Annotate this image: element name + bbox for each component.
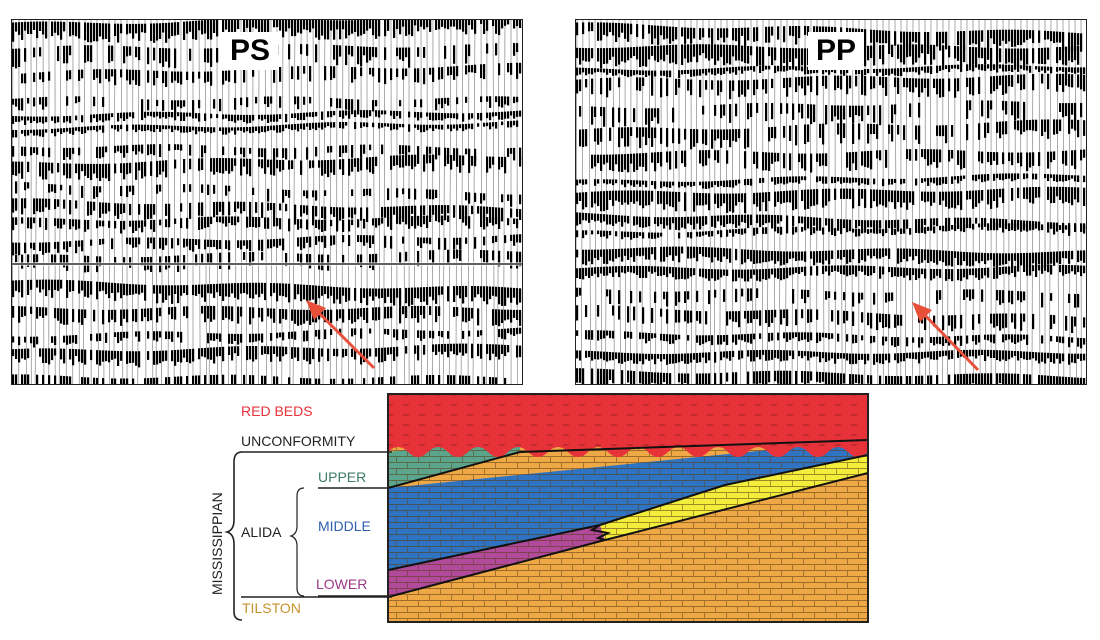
ps-seismic-traces <box>12 20 522 384</box>
unconformity-label: UNCONFORMITY <box>241 433 356 449</box>
pp-seismic-traces <box>576 20 1086 384</box>
leader-lines <box>224 451 392 621</box>
ps-label: PS <box>222 32 279 70</box>
red-beds-label: RED BEDS <box>241 403 313 419</box>
layer-group <box>388 394 868 622</box>
pp-red-arrow <box>916 306 980 372</box>
pp-red-arrowhead <box>912 302 932 322</box>
lower-label: LOWER <box>316 576 367 592</box>
mississippian-label: MISSISSIPPIAN <box>209 492 225 595</box>
pp-seismic-panel: PP <box>575 19 1087 385</box>
ps-red-arrow <box>310 304 376 370</box>
ps-seismic-panel: PS <box>11 19 523 385</box>
alida-label: ALIDA <box>241 524 282 540</box>
ps-red-arrowhead <box>306 300 326 320</box>
upper-label: UPPER <box>318 469 366 485</box>
pp-label: PP <box>808 32 865 70</box>
arrow-group <box>306 300 980 372</box>
tilston-label: TILSTON <box>242 600 301 616</box>
middle-label: MIDDLE <box>318 518 371 534</box>
